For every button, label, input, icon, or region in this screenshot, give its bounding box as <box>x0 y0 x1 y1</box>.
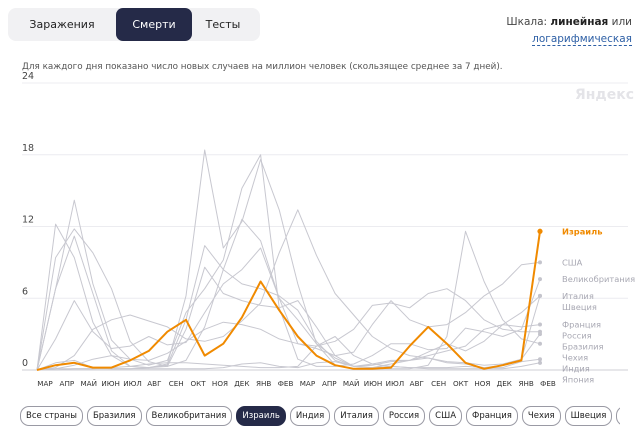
series-label[interactable]: Франция <box>562 320 601 330</box>
scale-log-link[interactable]: логарифмическая <box>532 33 632 46</box>
x-tick-label: АВГ <box>410 379 424 388</box>
x-tick-label: МАР <box>300 379 316 388</box>
scale-or: или <box>611 16 632 28</box>
series-line <box>36 149 541 371</box>
series-label[interactable]: Бразилия <box>562 342 604 352</box>
scale-prefix: Шкала: <box>506 16 548 28</box>
country-chip[interactable]: Все страны <box>20 406 83 426</box>
scale-switcher: Шкала: линейная или логарифмическая <box>506 14 632 48</box>
x-tick-label: ИЮЛ <box>123 379 142 388</box>
yandex-watermark: Яндекс <box>575 87 634 103</box>
country-chip[interactable]: Бразилия <box>86 406 142 426</box>
series-end-marker <box>538 341 542 346</box>
series-label[interactable]: Япония <box>562 375 594 385</box>
x-tick-label: ОКТ <box>453 379 469 388</box>
x-tick-label: ФЕВ <box>278 379 294 388</box>
country-chip[interactable]: Израиль <box>236 406 286 426</box>
series-label[interactable]: Россия <box>562 331 592 341</box>
x-tick-label: ЯНВ <box>256 379 271 388</box>
y-tick-label: 6 <box>22 286 28 297</box>
series-end-marker <box>538 332 542 337</box>
series-line <box>36 247 541 371</box>
series-label[interactable]: Швеция <box>562 302 597 312</box>
x-tick-label: СЕН <box>431 379 446 388</box>
series-end-marker <box>537 228 543 234</box>
x-tick-label: ИЮН <box>364 379 383 388</box>
x-tick-label: АВГ <box>147 379 161 388</box>
x-tick-label: ДЕК <box>234 379 249 388</box>
x-tick-label: МАР <box>37 379 53 388</box>
metric-tabs: Заражения Смерти Тесты <box>8 8 260 41</box>
tab-infections[interactable]: Заражения <box>29 18 95 31</box>
series-label[interactable]: Чехия <box>562 353 588 363</box>
series-end-marker <box>538 357 542 362</box>
series-end-marker <box>538 322 542 327</box>
series-label[interactable]: США <box>562 257 583 267</box>
country-chip[interactable]: Великобритания <box>145 406 233 426</box>
y-tick-label: 0 <box>22 358 28 369</box>
country-chip[interactable]: Франция <box>466 406 518 426</box>
series-line <box>36 218 541 371</box>
tab-tests[interactable]: Тесты <box>205 18 241 31</box>
series-end-marker <box>538 260 542 265</box>
series-line <box>36 288 540 371</box>
country-chip[interactable]: Россия <box>382 406 426 426</box>
country-chip[interactable]: Швеция <box>564 406 613 426</box>
country-chip[interactable]: Чехия <box>521 406 561 426</box>
series-label[interactable]: Великобритания <box>562 274 635 284</box>
series-end-marker <box>538 277 542 282</box>
series-line <box>37 361 541 371</box>
y-tick-label: 24 <box>22 71 34 82</box>
series-line <box>36 223 541 371</box>
x-tick-label: ИЮЛ <box>386 379 405 388</box>
series-label[interactable]: Италия <box>562 291 594 301</box>
series-end-marker <box>538 293 542 298</box>
series-end-marker <box>538 360 542 365</box>
country-chip[interactable]: Италия <box>334 406 379 426</box>
series-line <box>36 154 541 371</box>
country-chip[interactable]: Япония <box>616 406 620 426</box>
series-line <box>36 235 541 371</box>
tab-deaths[interactable]: Смерти <box>116 8 192 41</box>
x-tick-label: СЕН <box>169 379 184 388</box>
chart-caption: Для каждого дня показано число новых слу… <box>22 62 503 72</box>
x-tick-label: ИЮН <box>101 379 120 388</box>
y-tick-label: 18 <box>22 143 34 154</box>
x-tick-label: НОЯ <box>474 379 490 388</box>
series-label[interactable]: Индия <box>562 364 590 374</box>
x-tick-label: ЯНВ <box>518 379 533 388</box>
x-tick-label: НОЯ <box>212 379 228 388</box>
country-chip[interactable]: США <box>429 406 463 426</box>
series-line <box>36 209 541 371</box>
x-tick-label: МАЙ <box>80 379 97 388</box>
x-tick-label: АПР <box>322 379 337 388</box>
x-tick-label: ФЕВ <box>540 379 556 388</box>
x-tick-label: АПР <box>60 379 75 388</box>
y-tick-label: 12 <box>22 215 34 226</box>
series-label[interactable]: Израиль <box>562 226 602 236</box>
series-line <box>36 231 541 371</box>
country-chips: Все страны Бразилия Великобритания Израиль И… <box>20 406 620 426</box>
scale-linear-current: линейная <box>550 16 609 28</box>
x-tick-label: ДЕК <box>497 379 512 388</box>
country-chip[interactable]: Индия <box>289 406 331 426</box>
x-tick-label: ОКТ <box>191 379 207 388</box>
x-tick-label: МАЙ <box>343 379 360 388</box>
